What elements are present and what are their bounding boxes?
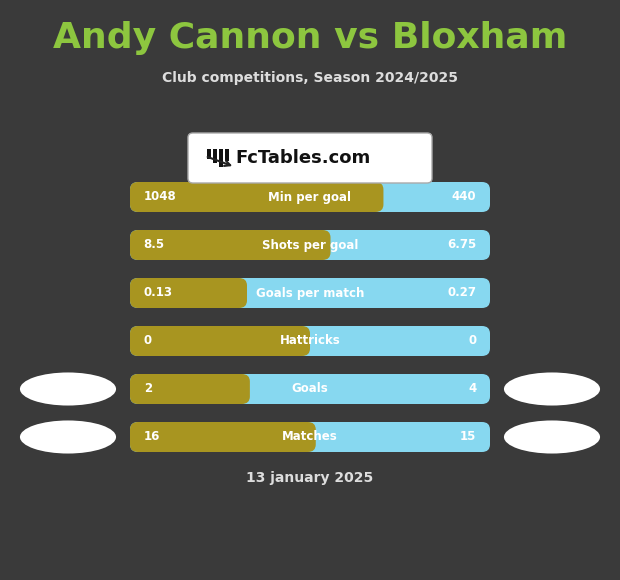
Text: 0.27: 0.27 [448, 287, 476, 299]
FancyBboxPatch shape [130, 278, 247, 308]
Text: 4: 4 [468, 382, 476, 396]
FancyBboxPatch shape [130, 230, 490, 260]
FancyBboxPatch shape [130, 230, 330, 260]
Text: Matches: Matches [282, 430, 338, 444]
FancyBboxPatch shape [130, 278, 490, 308]
Text: 0: 0 [144, 335, 152, 347]
Ellipse shape [504, 372, 600, 405]
Ellipse shape [20, 420, 116, 454]
Text: 0.13: 0.13 [144, 287, 172, 299]
Text: 1048: 1048 [144, 190, 176, 204]
Text: 0: 0 [468, 335, 476, 347]
FancyBboxPatch shape [130, 182, 490, 212]
Text: 13 january 2025: 13 january 2025 [246, 471, 374, 485]
Text: Goals: Goals [291, 382, 329, 396]
FancyBboxPatch shape [188, 133, 432, 183]
FancyBboxPatch shape [130, 182, 383, 212]
Text: FcTables.com: FcTables.com [236, 149, 371, 167]
FancyBboxPatch shape [130, 374, 490, 404]
FancyBboxPatch shape [207, 149, 211, 159]
FancyBboxPatch shape [225, 149, 229, 161]
FancyBboxPatch shape [130, 326, 310, 356]
Text: 16: 16 [144, 430, 160, 444]
Text: Club competitions, Season 2024/2025: Club competitions, Season 2024/2025 [162, 71, 458, 85]
Text: Goals per match: Goals per match [256, 287, 364, 299]
FancyBboxPatch shape [213, 149, 217, 163]
FancyBboxPatch shape [219, 149, 223, 167]
Ellipse shape [20, 372, 116, 405]
Text: 6.75: 6.75 [447, 238, 476, 252]
Ellipse shape [504, 420, 600, 454]
FancyBboxPatch shape [130, 422, 316, 452]
Text: Hattricks: Hattricks [280, 335, 340, 347]
FancyBboxPatch shape [130, 422, 490, 452]
Text: Min per goal: Min per goal [268, 190, 352, 204]
Text: 2: 2 [144, 382, 152, 396]
Text: 15: 15 [460, 430, 476, 444]
FancyBboxPatch shape [130, 326, 490, 356]
Text: Shots per goal: Shots per goal [262, 238, 358, 252]
Text: 440: 440 [452, 190, 476, 204]
FancyBboxPatch shape [130, 374, 250, 404]
Text: 8.5: 8.5 [144, 238, 165, 252]
Text: Andy Cannon vs Bloxham: Andy Cannon vs Bloxham [53, 21, 567, 55]
